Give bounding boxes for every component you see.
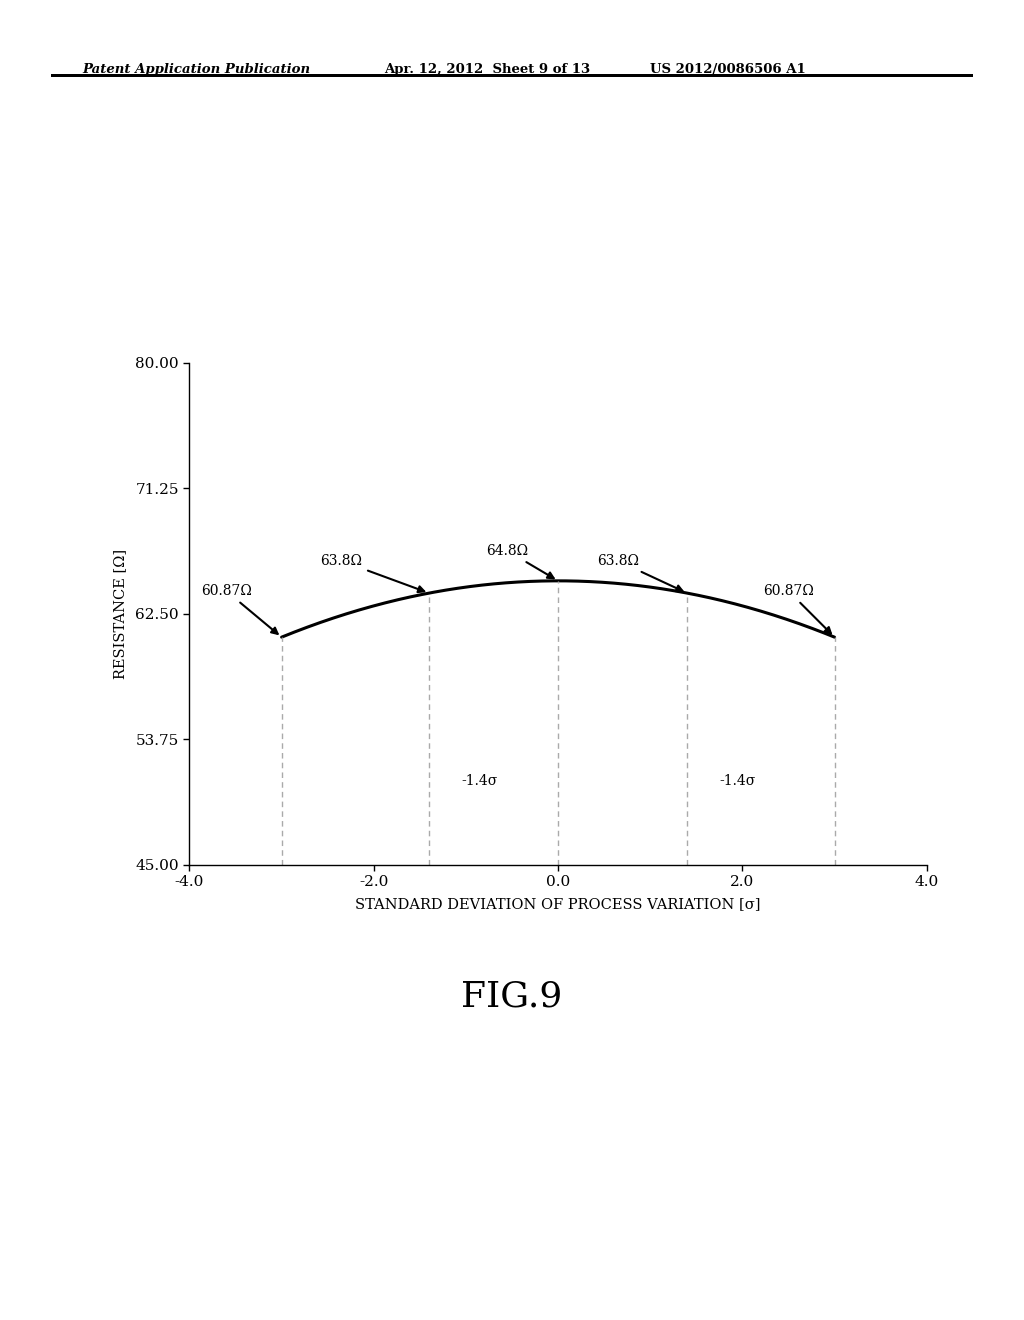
- Text: Apr. 12, 2012  Sheet 9 of 13: Apr. 12, 2012 Sheet 9 of 13: [384, 63, 590, 77]
- Text: -1.4σ: -1.4σ: [461, 775, 498, 788]
- Y-axis label: RESISTANCE [Ω]: RESISTANCE [Ω]: [113, 549, 127, 678]
- Text: Patent Application Publication: Patent Application Publication: [82, 63, 310, 77]
- Text: 60.87Ω: 60.87Ω: [201, 583, 278, 634]
- Text: 60.87Ω: 60.87Ω: [763, 583, 830, 634]
- Text: US 2012/0086506 A1: US 2012/0086506 A1: [650, 63, 806, 77]
- Text: 63.8Ω: 63.8Ω: [597, 554, 682, 591]
- Text: -1.4σ: -1.4σ: [719, 775, 756, 788]
- X-axis label: STANDARD DEVIATION OF PROCESS VARIATION [σ]: STANDARD DEVIATION OF PROCESS VARIATION …: [355, 898, 761, 911]
- Text: 63.8Ω: 63.8Ω: [321, 554, 424, 593]
- Text: FIG.9: FIG.9: [462, 979, 562, 1014]
- Text: 64.8Ω: 64.8Ω: [486, 544, 554, 578]
